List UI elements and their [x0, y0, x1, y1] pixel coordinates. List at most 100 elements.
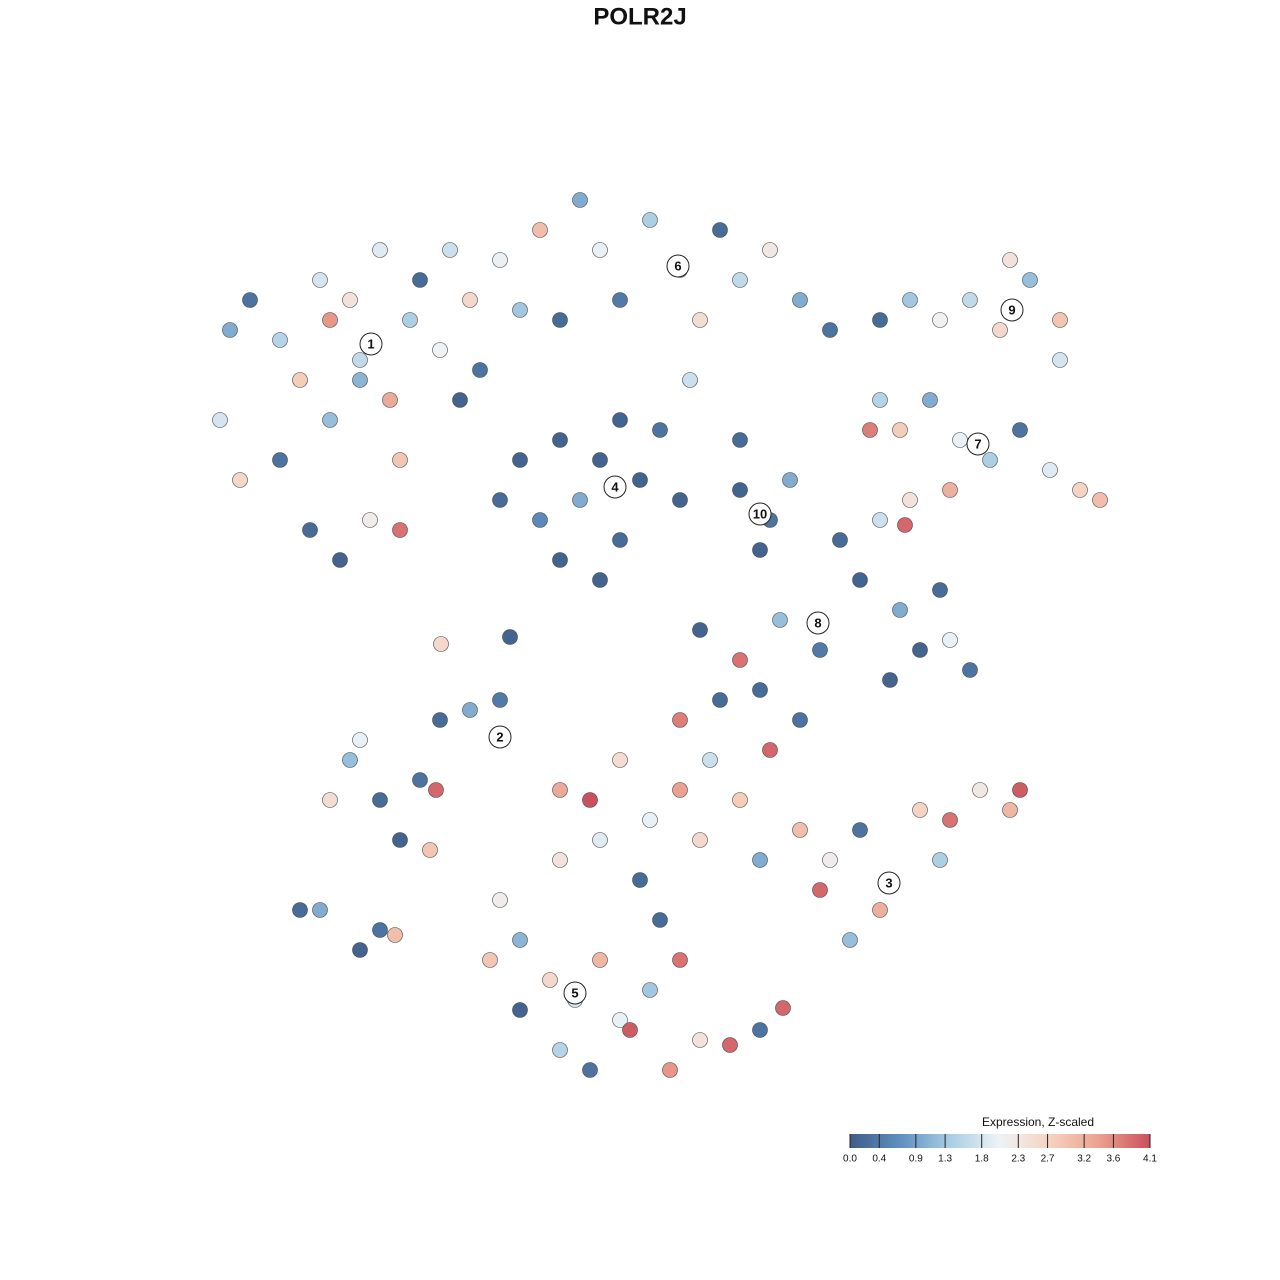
- cluster-label: 8: [814, 615, 821, 630]
- cell-point: [762, 242, 778, 258]
- cell-point: [592, 572, 608, 588]
- cell-point: [932, 312, 948, 328]
- cell-point: [852, 822, 868, 838]
- cell-point: [732, 652, 748, 668]
- cell-point: [792, 292, 808, 308]
- cell-point: [352, 942, 368, 958]
- colorbar-tick-label: 3.2: [1077, 1154, 1091, 1165]
- cluster-badge: [603, 475, 627, 499]
- cell-point: [1052, 352, 1068, 368]
- cell-point: [902, 292, 918, 308]
- cell-point: [872, 312, 888, 328]
- cell-point: [642, 812, 658, 828]
- cell-point: [472, 362, 488, 378]
- cell-point: [1012, 422, 1028, 438]
- cell-point: [612, 412, 628, 428]
- cell-point: [852, 572, 868, 588]
- cell-point: [532, 222, 548, 238]
- cell-point: [412, 272, 428, 288]
- cell-point: [992, 322, 1008, 338]
- cell-point: [612, 1012, 628, 1028]
- cell-point: [433, 636, 449, 652]
- cell-point: [492, 692, 508, 708]
- cell-point: [692, 832, 708, 848]
- cell-point: [442, 242, 458, 258]
- cell-point: [452, 392, 468, 408]
- cell-point: [692, 312, 708, 328]
- cell-point: [822, 322, 838, 338]
- cell-point: [672, 492, 688, 508]
- cell-point: [392, 832, 408, 848]
- cell-point: [352, 732, 368, 748]
- cell-point: [1002, 252, 1018, 268]
- cell-point: [652, 422, 668, 438]
- cell-point: [312, 272, 328, 288]
- colorbar-tick-label: 0.9: [909, 1154, 923, 1165]
- cell-point: [732, 482, 748, 498]
- cell-point: [1092, 492, 1108, 508]
- cell-point: [1012, 782, 1028, 798]
- colorbar-tick-label: 2.7: [1041, 1154, 1055, 1165]
- cell-point: [752, 682, 768, 698]
- cell-point: [292, 902, 308, 918]
- cell-point: [632, 472, 648, 488]
- cell-point: [942, 482, 958, 498]
- cell-point: [512, 1002, 528, 1018]
- cell-point: [387, 927, 403, 943]
- cell-point: [552, 852, 568, 868]
- cell-point: [412, 772, 428, 788]
- cell-point: [582, 1062, 598, 1078]
- cell-point: [312, 902, 328, 918]
- cluster-label: 1: [367, 336, 374, 351]
- cell-point: [592, 242, 608, 258]
- cell-point: [812, 642, 828, 658]
- cell-point: [552, 1042, 568, 1058]
- cell-point: [372, 922, 388, 938]
- cell-point: [952, 432, 968, 448]
- cell-point: [932, 852, 948, 868]
- cell-point: [512, 452, 528, 468]
- cell-point: [332, 552, 348, 568]
- cell-point: [612, 532, 628, 548]
- cell-point: [432, 712, 448, 728]
- cell-point: [372, 242, 388, 258]
- cell-point: [672, 782, 688, 798]
- cell-point: [502, 629, 518, 645]
- cell-point: [612, 292, 628, 308]
- cell-point: [382, 392, 398, 408]
- cell-point: [232, 472, 248, 488]
- cluster-label: 5: [571, 985, 578, 1000]
- cell-point: [512, 302, 528, 318]
- cell-point: [892, 602, 908, 618]
- cell-point: [702, 752, 718, 768]
- cell-point: [872, 392, 888, 408]
- cell-point: [362, 512, 378, 528]
- cell-point: [1042, 462, 1058, 478]
- cell-point: [322, 792, 338, 808]
- cell-point: [212, 412, 228, 428]
- cell-point: [392, 522, 408, 538]
- cell-point: [752, 1022, 768, 1038]
- cell-point: [882, 672, 898, 688]
- cell-point: [392, 452, 408, 468]
- cell-point: [342, 752, 358, 768]
- cell-point: [532, 512, 548, 528]
- cell-point: [552, 432, 568, 448]
- cell-point: [352, 372, 368, 388]
- cluster-label: 9: [1008, 302, 1015, 317]
- cell-point: [582, 792, 598, 808]
- cell-point: [632, 872, 648, 888]
- cell-point: [462, 292, 478, 308]
- cell-point: [792, 712, 808, 728]
- cell-point: [932, 582, 948, 598]
- cluster-badge: [666, 254, 690, 278]
- cluster-label: 2: [496, 729, 503, 744]
- cell-point: [942, 632, 958, 648]
- cell-point: [782, 472, 798, 488]
- cluster-badge: [1000, 298, 1024, 322]
- cell-point: [462, 702, 478, 718]
- cluster-badge: [806, 611, 830, 635]
- cell-point: [342, 292, 358, 308]
- cell-point: [552, 552, 568, 568]
